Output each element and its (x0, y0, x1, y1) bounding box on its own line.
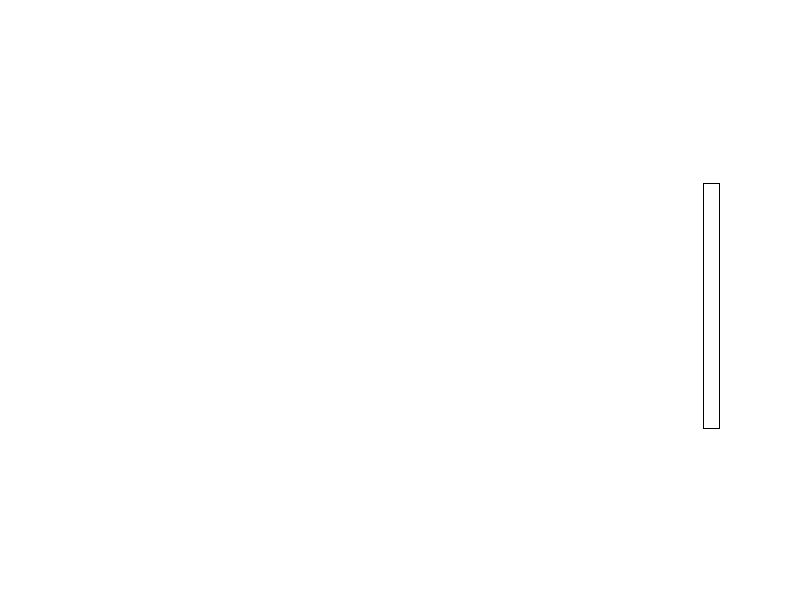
colorbar-gradient (703, 183, 720, 429)
